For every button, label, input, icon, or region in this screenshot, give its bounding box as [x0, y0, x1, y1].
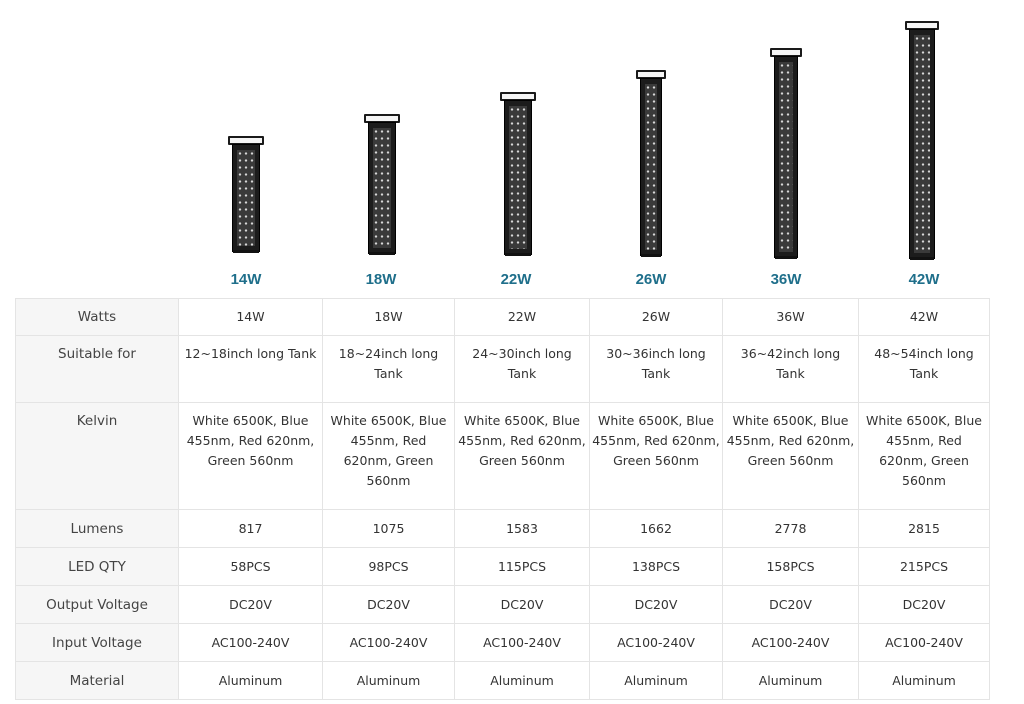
table-cell: DC20V [722, 585, 859, 624]
table-cell: 22W [454, 298, 590, 336]
table-row: Material Aluminum Aluminum Aluminum Alum… [15, 661, 990, 700]
table-cell: 215PCS [858, 547, 990, 586]
table-cell: Aluminum [589, 661, 723, 700]
table-cell: 36~42inch long Tank [722, 335, 859, 403]
table-row: Kelvin White 6500K, Blue 455nm, Red 620n… [15, 402, 990, 510]
led-panel [509, 106, 527, 249]
led-panel [237, 150, 255, 246]
product-label-42w: 42W [908, 271, 940, 288]
led-panel [373, 128, 391, 248]
table-cell: DC20V [454, 585, 590, 624]
table-cell: White 6500K, Blue 455nm, Red 620nm, Gree… [322, 402, 455, 510]
table-cell: 14W [178, 298, 323, 336]
table-cell: 1583 [454, 509, 590, 548]
row-header-suitable-for: Suitable for [15, 335, 179, 403]
table-cell: White 6500K, Blue 455nm, Red 620nm, Gree… [722, 402, 859, 510]
light-fixture-18w-image [364, 114, 400, 255]
table-cell: 98PCS [322, 547, 455, 586]
table-cell: 42W [858, 298, 990, 336]
table-row: LED QTY 58PCS 98PCS 115PCS 138PCS 158PCS… [15, 547, 990, 586]
table-cell: 30~36inch long Tank [589, 335, 723, 403]
product-images: 14W 18W 22W 26W 36W 42W [0, 0, 1024, 296]
product-label-14w: 14W [230, 271, 262, 288]
fixture-body [909, 29, 935, 260]
fixture-body [640, 78, 662, 257]
light-fixture-14w-image [228, 136, 264, 253]
table-cell: 18~24inch long Tank [322, 335, 455, 403]
led-panel [779, 62, 793, 252]
table-cell: Aluminum [322, 661, 455, 700]
table-cell: 138PCS [589, 547, 723, 586]
table-cell: White 6500K, Blue 455nm, Red 620nm, Gree… [858, 402, 990, 510]
table-cell: White 6500K, Blue 455nm, Red 620nm, Gree… [454, 402, 590, 510]
table-cell: AC100-240V [589, 623, 723, 662]
row-header-lumens: Lumens [15, 509, 179, 548]
table-cell: Aluminum [722, 661, 859, 700]
table-cell: White 6500K, Blue 455nm, Red 620nm, Gree… [589, 402, 723, 510]
product-label-18w: 18W [365, 271, 397, 288]
table-cell: 115PCS [454, 547, 590, 586]
table-cell: AC100-240V [858, 623, 990, 662]
table-row: Watts 14W 18W 22W 26W 36W 42W [15, 298, 990, 336]
table-row: Output Voltage DC20V DC20V DC20V DC20V D… [15, 585, 990, 624]
table-cell: 1075 [322, 509, 455, 548]
fixture-body [368, 122, 396, 255]
table-cell: AC100-240V [322, 623, 455, 662]
table-cell: 2778 [722, 509, 859, 548]
led-panel [645, 84, 657, 250]
table-cell: DC20V [322, 585, 455, 624]
light-fixture-26w-image [636, 70, 666, 257]
light-fixture-22w-image [500, 92, 536, 256]
table-cell: AC100-240V [178, 623, 323, 662]
table-cell: DC20V [178, 585, 323, 624]
fixture-body [504, 100, 532, 256]
product-label-36w: 36W [770, 271, 802, 288]
table-cell: 58PCS [178, 547, 323, 586]
light-fixture-36w-image [770, 48, 802, 259]
row-header-material: Material [15, 661, 179, 700]
table-cell: 158PCS [722, 547, 859, 586]
product-label-26w: 26W [635, 271, 667, 288]
table-cell: 48~54inch long Tank [858, 335, 990, 403]
table-cell: Aluminum [178, 661, 323, 700]
product-label-22w: 22W [500, 271, 532, 288]
table-cell: 2815 [858, 509, 990, 548]
row-header-watts: Watts [15, 298, 179, 336]
specification-table: Watts 14W 18W 22W 26W 36W 42W Suitable f… [15, 298, 990, 700]
fixture-body [232, 144, 260, 253]
table-cell: 26W [589, 298, 723, 336]
row-header-kelvin: Kelvin [15, 402, 179, 510]
table-cell: AC100-240V [454, 623, 590, 662]
table-cell: DC20V [858, 585, 990, 624]
row-header-input-voltage: Input Voltage [15, 623, 179, 662]
table-row: Lumens 817 1075 1583 1662 2778 2815 [15, 509, 990, 548]
table-cell: White 6500K, Blue 455nm, Red 620nm, Gree… [178, 402, 323, 510]
table-cell: Aluminum [858, 661, 990, 700]
table-cell: Aluminum [454, 661, 590, 700]
table-row: Input Voltage AC100-240V AC100-240V AC10… [15, 623, 990, 662]
led-panel [914, 35, 930, 253]
table-cell: 817 [178, 509, 323, 548]
table-cell: 18W [322, 298, 455, 336]
fixture-body [774, 56, 798, 259]
row-header-led-qty: LED QTY [15, 547, 179, 586]
table-cell: 24~30inch long Tank [454, 335, 590, 403]
table-row: Suitable for 12~18inch long Tank 18~24in… [15, 335, 990, 403]
table-cell: 36W [722, 298, 859, 336]
light-fixture-42w-image [905, 21, 939, 260]
table-cell: AC100-240V [722, 623, 859, 662]
table-cell: DC20V [589, 585, 723, 624]
table-cell: 1662 [589, 509, 723, 548]
row-header-output-voltage: Output Voltage [15, 585, 179, 624]
table-cell: 12~18inch long Tank [178, 335, 323, 403]
